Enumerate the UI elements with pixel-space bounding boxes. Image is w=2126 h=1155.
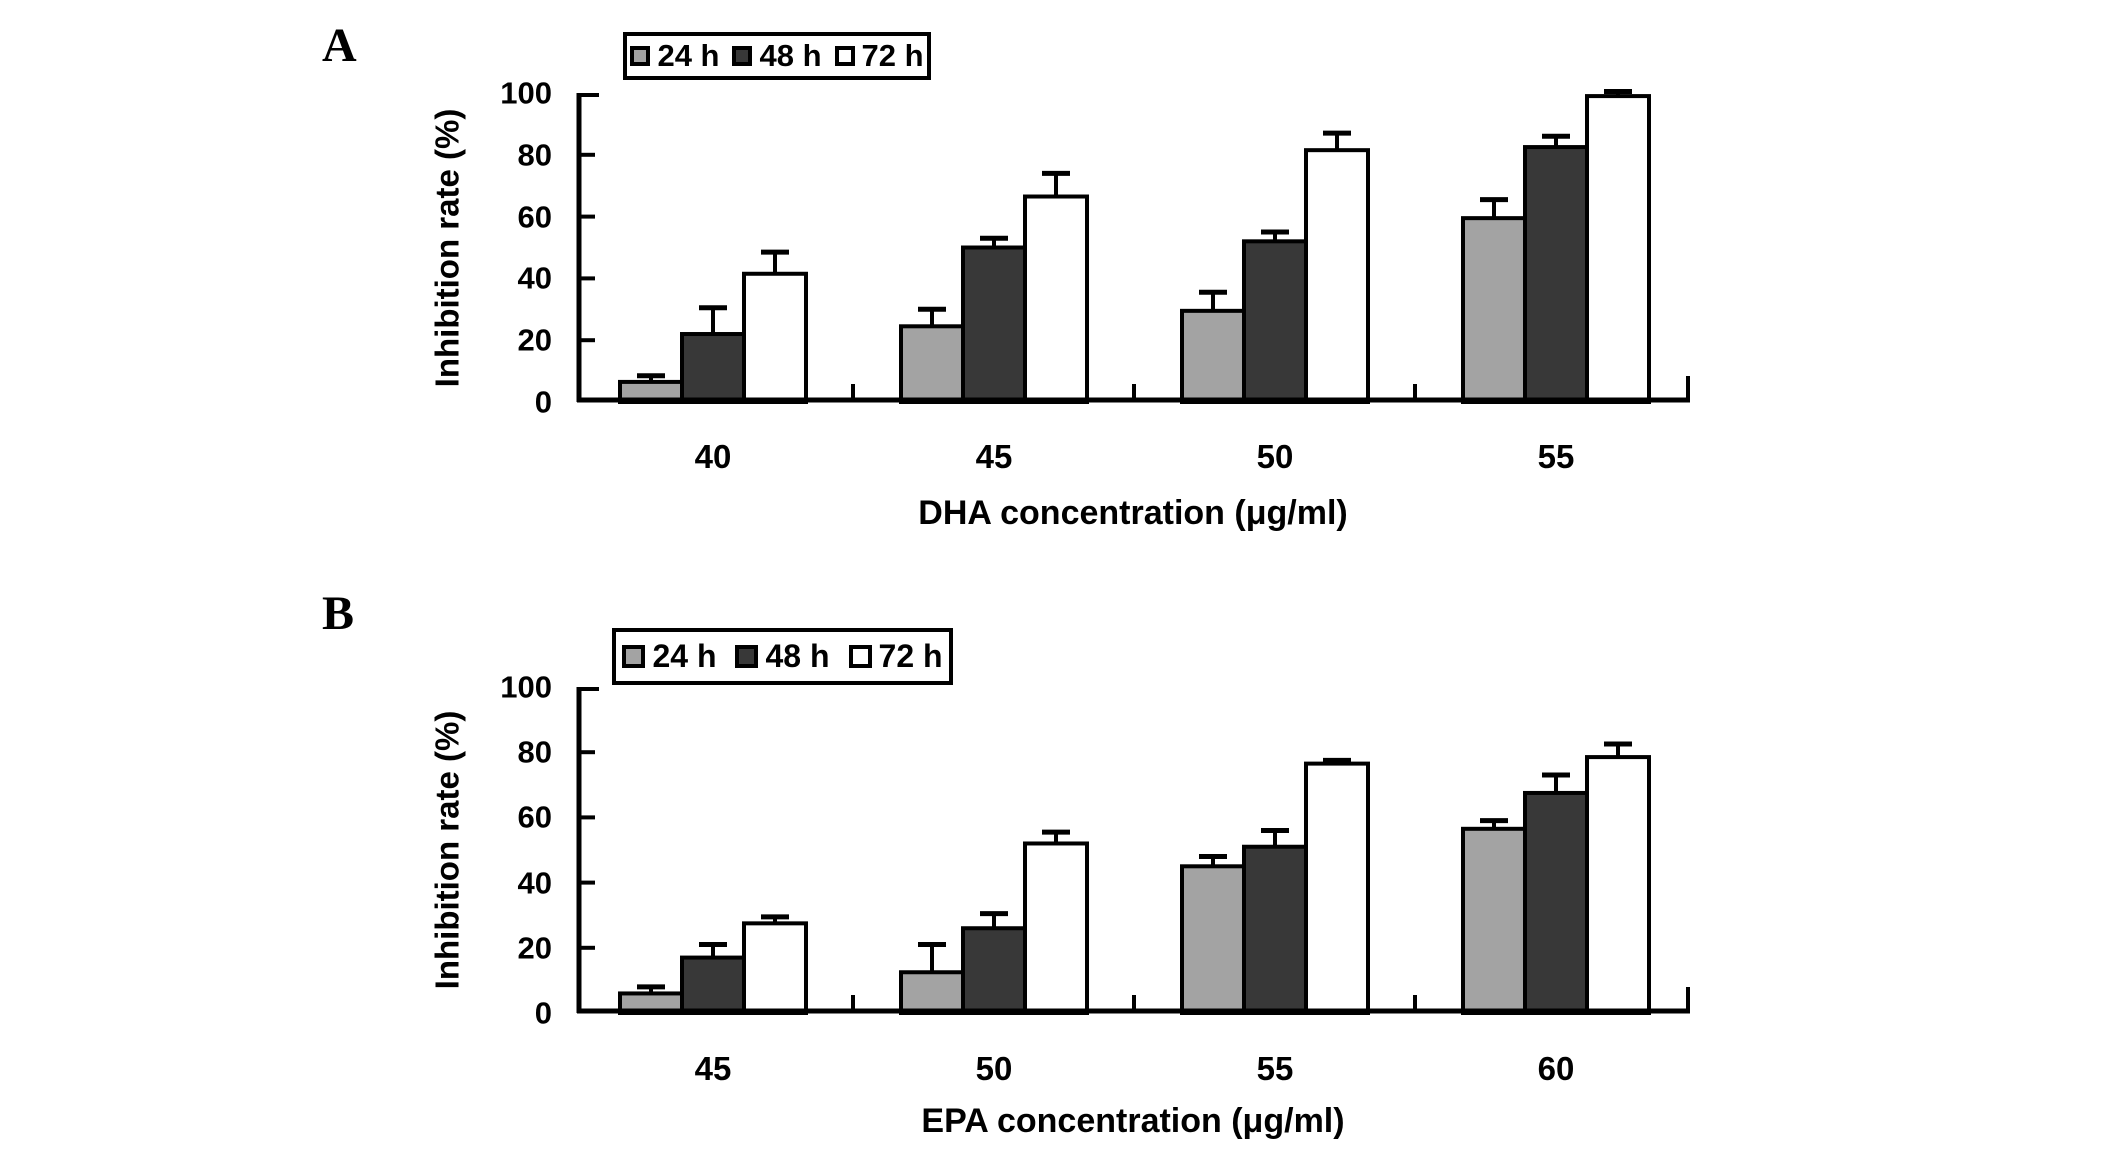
panel-a-y-tick-label-0: 0 [534,384,552,420]
panel-a-y-tick-label-60: 60 [517,199,552,235]
panel-a-y-tick-label-20: 20 [517,322,552,358]
panel-a-x-category-50: 50 [1256,438,1294,475]
legend-item-24h: 24 h [630,38,719,74]
legend-label-24h: 24 h [657,38,720,73]
bar-48h-50 [961,926,1027,1015]
legend-swatch-icon-72h [834,46,855,66]
legend-swatch-icon-24h [630,46,651,66]
legend-item-48h: 48 h [732,38,822,74]
bar-48h-55 [1242,844,1308,1015]
panel-b-x-category-50: 50 [975,1050,1013,1087]
bar-72h-55 [1304,761,1370,1015]
panel-a-legend: 24 h 48 h 72 h [623,32,931,80]
bar-48h-50 [1242,239,1308,404]
panel-b-x-category-45: 45 [694,1050,732,1087]
legend-label-72h: 72 h [861,38,924,73]
legend-swatch-icon-24h [622,645,646,668]
bar-72h-50 [1304,148,1370,404]
bar-24h-55 [1461,216,1527,404]
legend-swatch-icon-48h [735,645,759,668]
bar-72h-50 [1023,841,1089,1015]
bar-72h-45 [1023,194,1089,404]
panel-b-y-tick-label-60: 60 [517,799,552,835]
panel-b-x-category-55: 55 [1256,1050,1294,1087]
panel-b-x-category-60: 60 [1537,1050,1575,1087]
legend-label-48h: 48 h [765,638,830,674]
legend-label-48h: 48 h [759,38,822,73]
bar-48h-45 [961,245,1027,404]
bar-24h-50 [899,970,965,1015]
panel-b-y-tick-label-40: 40 [517,865,552,901]
bar-48h-40 [680,332,746,404]
bar-72h-60 [1585,755,1651,1016]
panel-b-x-axis-title: EPA concentration (μg/ml) [921,1102,1345,1140]
legend-item-72h: 72 h [834,38,924,74]
panel-b-y-tick-label-100: 100 [500,669,552,705]
bar-24h-50 [1180,308,1246,404]
panel-b-y-tick-label-0: 0 [534,995,552,1031]
bar-24h-55 [1180,864,1246,1015]
bar-72h-40 [742,271,808,405]
legend-item-24h: 24 h [622,638,716,675]
legend-swatch-icon-48h [732,46,753,66]
panel-b-legend: 24 h 48 h 72 h [612,628,953,685]
panel-a-y-tick-label-40: 40 [517,260,552,296]
panel-b-label: B [322,587,355,640]
panel-a-y-tick-label-100: 100 [500,75,552,111]
panel-a-label: A [322,19,357,72]
panel-a-y-tick-label-80: 80 [517,137,552,173]
bar-48h-45 [680,955,746,1016]
legend-label-24h: 24 h [652,638,717,674]
panel-b-y-tick-label-20: 20 [517,930,552,966]
bar-48h-55 [1523,145,1589,404]
legend-item-72h: 72 h [848,638,943,675]
bar-48h-60 [1523,790,1589,1016]
panel-a-x-axis-title: DHA concentration (μg/ml) [918,494,1348,532]
panel-a-x-category-40: 40 [694,438,732,475]
panel-a-x-category-45: 45 [975,438,1013,475]
bar-72h-55 [1585,94,1651,404]
legend-label-72h: 72 h [878,638,943,674]
legend-item-48h: 48 h [735,638,830,675]
panel-b-y-tick-label-80: 80 [517,734,552,770]
panel-a-x-category-55: 55 [1537,438,1575,475]
bar-24h-60 [1461,826,1527,1015]
bar-72h-45 [742,921,808,1015]
legend-swatch-icon-72h [848,645,872,668]
bar-24h-45 [899,324,965,405]
